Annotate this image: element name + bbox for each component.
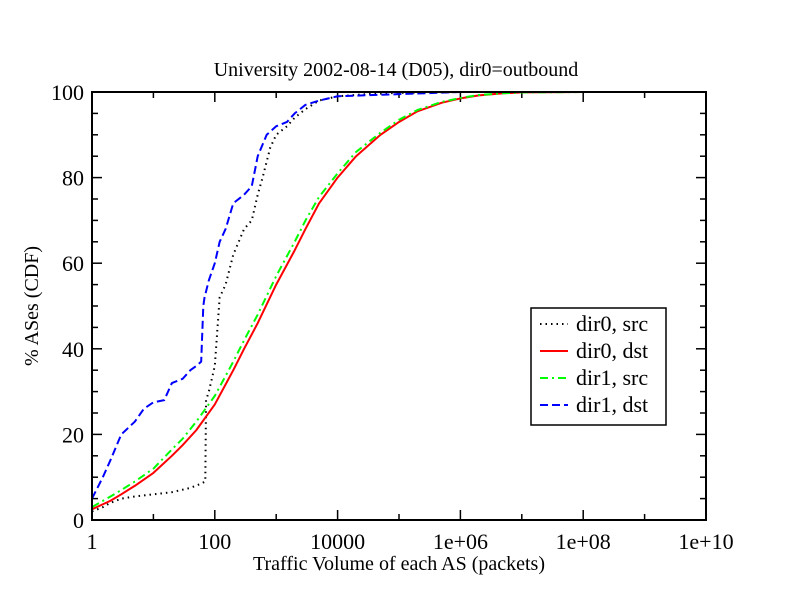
plot-series [91,91,584,513]
y-tick-label: 60 [62,251,84,276]
series-line-2 [91,91,584,511]
y-axis-label: % ASes (CDF) [21,246,43,366]
x-tick-label: 1e+08 [556,529,611,554]
plot-frame [91,91,707,521]
chart-title: University 2002-08-14 (D05), dir0=outbou… [214,59,579,81]
y-tick-label: 40 [62,337,84,362]
axis-tick-labels: 1 100 10000 1e+06 1e+08 1e+10 0 20 40 60 80 100 [51,80,734,554]
x-tick-label: 10000 [310,529,365,554]
legend-label: dir1, src [576,365,648,390]
x-tick-label: 100 [198,529,231,554]
legend-label: dir0, src [576,311,648,336]
x-tick-label: 1 [87,529,98,554]
axis-ticks [91,91,707,521]
legend-label: dir1, dst [576,392,648,417]
y-tick-label: 80 [62,166,84,191]
y-tick-label: 100 [51,80,84,105]
x-tick-label: 1e+10 [678,529,733,554]
y-tick-label: 20 [62,422,84,447]
series-line-4 [91,91,584,500]
series-line-1 [91,91,584,513]
series-line-3 [91,91,584,509]
x-tick-label: 1e+06 [433,529,488,554]
legend-label: dir0, dst [576,338,648,363]
y-tick-label: 0 [73,508,84,533]
x-axis-label: Traffic Volume of each AS (packets) [253,553,545,575]
